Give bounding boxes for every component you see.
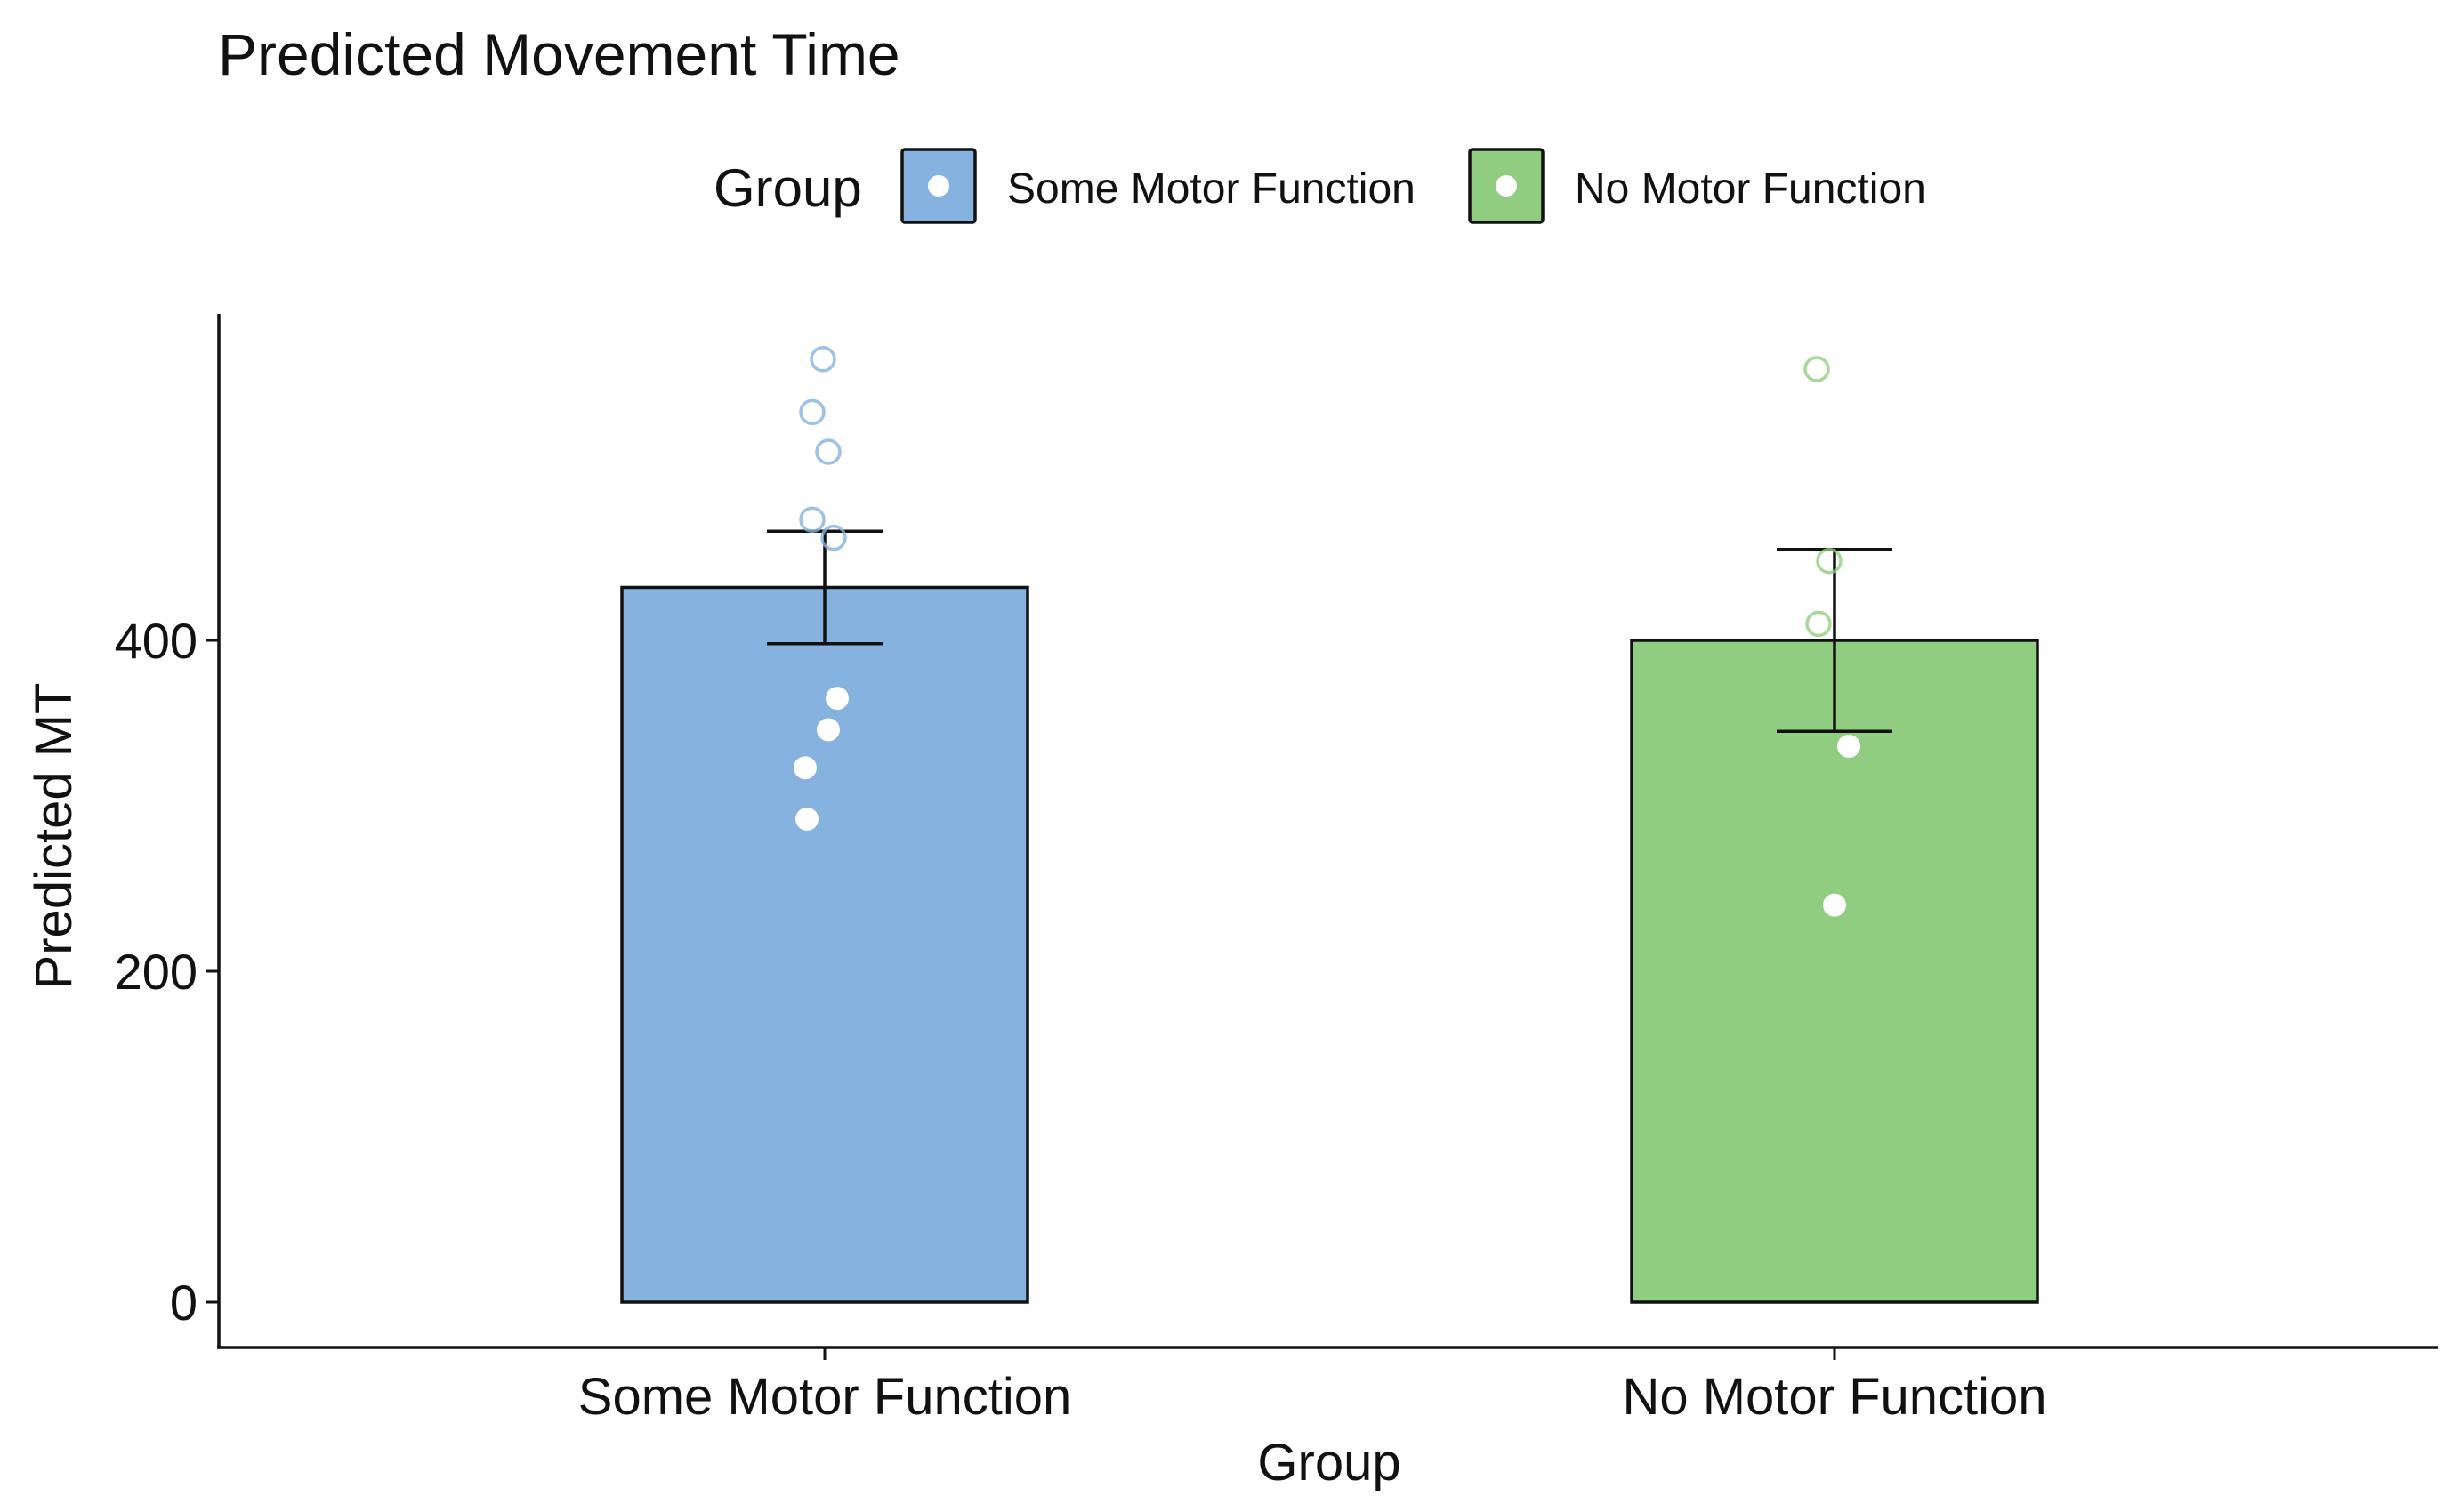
x-axis-label: Group [1257, 1434, 1400, 1492]
legend-label: Some Motor Function [1007, 165, 1416, 213]
y-tick-label: 0 [170, 1275, 198, 1331]
data-point [1837, 735, 1860, 759]
data-point [799, 398, 826, 426]
data-point [799, 506, 826, 533]
legend-key-dot [1496, 175, 1517, 197]
data-point [794, 756, 817, 780]
data-point [817, 718, 840, 742]
bar [1630, 639, 2039, 1304]
data-point [795, 807, 819, 831]
data-point [820, 524, 847, 551]
x-tick-label: Some Motor Function [578, 1368, 1071, 1426]
legend-title: Group [714, 158, 862, 218]
chart-title: Predicted Movement Time [218, 21, 900, 87]
data-point [826, 687, 849, 711]
y-axis-label: Predicted MT [25, 683, 83, 990]
data-point [1805, 610, 1832, 638]
bar [620, 585, 1029, 1304]
data-point [810, 346, 836, 373]
data-point [1823, 893, 1846, 917]
data-point [1816, 547, 1843, 575]
data-point [815, 438, 842, 465]
legend-key-dot [928, 175, 949, 197]
y-tick-label: 200 [115, 944, 198, 1000]
data-point [1803, 356, 1830, 382]
y-tick-label: 400 [115, 613, 198, 669]
legend: Group Some Motor Function No Motor Functi… [714, 148, 1926, 224]
x-tick-label: No Motor Function [1622, 1368, 2046, 1426]
legend-label: No Motor Function [1575, 165, 1926, 213]
